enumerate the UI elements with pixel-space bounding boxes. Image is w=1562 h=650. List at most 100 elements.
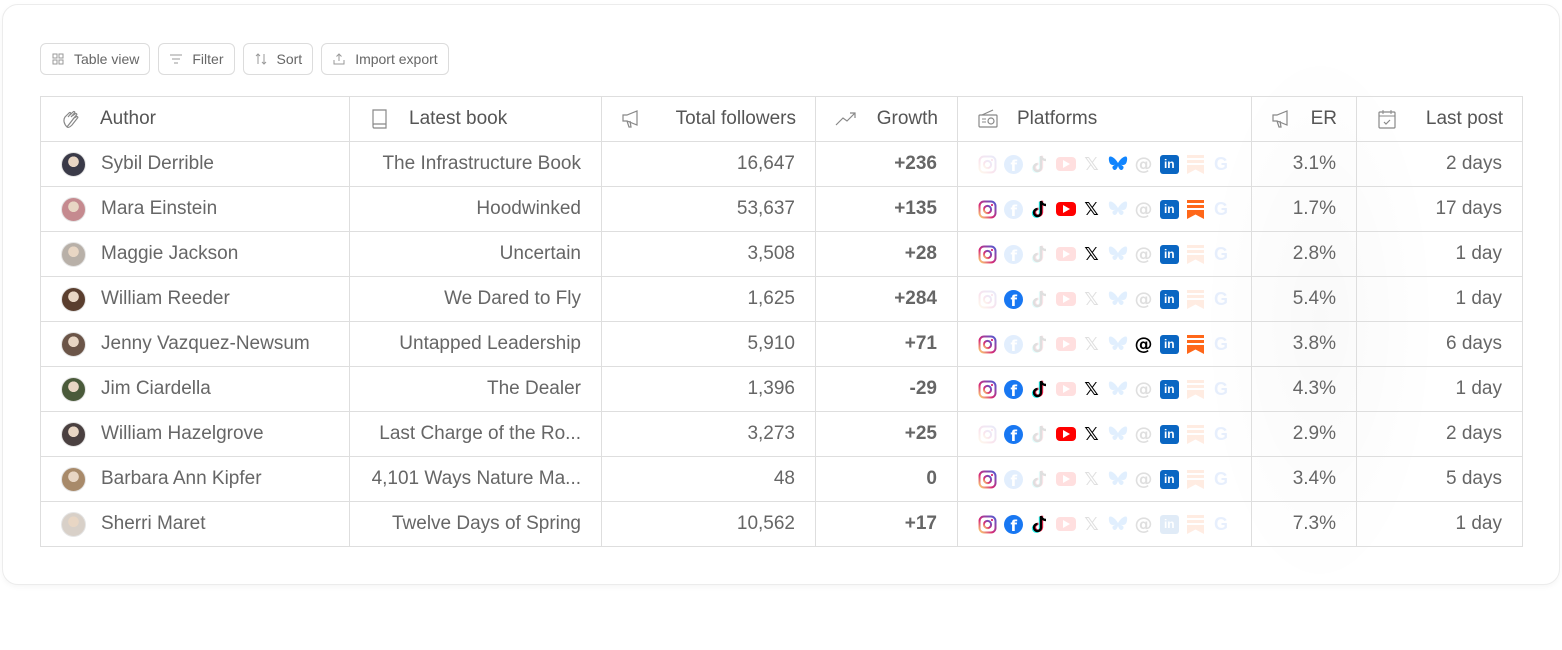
substack-icon[interactable] — [1185, 514, 1205, 534]
linkedin-icon[interactable]: in — [1159, 424, 1179, 444]
column-header-last-post[interactable]: Last post — [1356, 96, 1523, 142]
instagram-icon[interactable] — [978, 244, 998, 264]
substack-icon[interactable] — [1185, 334, 1205, 354]
instagram-icon[interactable] — [978, 289, 998, 309]
youtube-icon[interactable] — [1055, 469, 1076, 489]
column-header-latest-book[interactable]: Latest book — [349, 96, 602, 142]
bluesky-icon[interactable] — [1108, 424, 1128, 444]
x-icon[interactable]: 𝕏 — [1084, 153, 1099, 175]
tiktok-icon[interactable] — [1030, 424, 1050, 444]
x-icon[interactable]: 𝕏 — [1084, 423, 1099, 445]
linkedin-icon[interactable]: in — [1159, 379, 1179, 399]
column-header-growth[interactable]: Growth — [815, 96, 958, 142]
youtube-icon[interactable] — [1055, 334, 1076, 354]
linkedin-icon[interactable]: in — [1159, 154, 1179, 174]
linkedin-icon[interactable]: in — [1159, 514, 1179, 534]
youtube-icon[interactable] — [1055, 154, 1076, 174]
google-icon[interactable]: G — [1214, 513, 1229, 534]
tiktok-icon[interactable] — [1030, 154, 1050, 174]
table-row[interactable]: Jenny Vazquez-Newsum Untapped Leadership… — [40, 321, 1523, 367]
x-icon[interactable]: 𝕏 — [1084, 243, 1099, 265]
sort-button[interactable]: Sort — [242, 43, 314, 75]
facebook-icon[interactable]: f — [1004, 379, 1024, 399]
table-view-button[interactable]: Table view — [40, 43, 151, 75]
column-header-author[interactable]: Author — [40, 96, 350, 142]
x-icon[interactable]: 𝕏 — [1084, 513, 1099, 535]
tiktok-icon[interactable] — [1030, 469, 1050, 489]
threads-icon[interactable]: @ — [1134, 333, 1153, 355]
bluesky-icon[interactable] — [1108, 379, 1128, 399]
table-row[interactable]: Sherri Maret Twelve Days of Spring 10,56… — [40, 501, 1523, 547]
instagram-icon[interactable] — [978, 469, 998, 489]
linkedin-icon[interactable]: in — [1159, 199, 1179, 219]
tiktok-icon[interactable] — [1030, 379, 1050, 399]
youtube-icon[interactable] — [1055, 424, 1076, 444]
youtube-icon[interactable] — [1055, 379, 1076, 399]
google-icon[interactable]: G — [1214, 153, 1229, 174]
table-row[interactable]: William Hazelgrove Last Charge of the Ro… — [40, 411, 1523, 457]
table-row[interactable]: Sybil Derrible The Infrastructure Book 1… — [40, 141, 1523, 187]
google-icon[interactable]: G — [1214, 333, 1229, 354]
import-export-button[interactable]: Import export — [321, 43, 449, 75]
bluesky-icon[interactable] — [1108, 469, 1128, 489]
tiktok-icon[interactable] — [1030, 199, 1050, 219]
instagram-icon[interactable] — [978, 199, 998, 219]
bluesky-icon[interactable] — [1108, 199, 1128, 219]
instagram-icon[interactable] — [978, 334, 998, 354]
substack-icon[interactable] — [1185, 154, 1205, 174]
tiktok-icon[interactable] — [1030, 514, 1050, 534]
x-icon[interactable]: 𝕏 — [1084, 288, 1099, 310]
facebook-icon[interactable]: f — [1004, 424, 1024, 444]
threads-icon[interactable]: @ — [1134, 243, 1153, 265]
bluesky-icon[interactable] — [1108, 244, 1128, 264]
x-icon[interactable]: 𝕏 — [1084, 468, 1099, 490]
youtube-icon[interactable] — [1055, 514, 1076, 534]
linkedin-icon[interactable]: in — [1159, 469, 1179, 489]
facebook-icon[interactable]: f — [1004, 244, 1024, 264]
linkedin-icon[interactable]: in — [1159, 334, 1179, 354]
column-header-platforms[interactable]: Platforms — [957, 96, 1252, 142]
facebook-icon[interactable]: f — [1004, 514, 1024, 534]
google-icon[interactable]: G — [1214, 288, 1229, 309]
threads-icon[interactable]: @ — [1134, 288, 1153, 310]
bluesky-icon[interactable] — [1108, 154, 1128, 174]
threads-icon[interactable]: @ — [1134, 468, 1153, 490]
instagram-icon[interactable] — [978, 379, 998, 399]
substack-icon[interactable] — [1185, 469, 1205, 489]
youtube-icon[interactable] — [1055, 199, 1076, 219]
facebook-icon[interactable]: f — [1004, 199, 1024, 219]
bluesky-icon[interactable] — [1108, 289, 1128, 309]
tiktok-icon[interactable] — [1030, 334, 1050, 354]
google-icon[interactable]: G — [1214, 468, 1229, 489]
x-icon[interactable]: 𝕏 — [1084, 198, 1099, 220]
substack-icon[interactable] — [1185, 379, 1205, 399]
tiktok-icon[interactable] — [1030, 289, 1050, 309]
bluesky-icon[interactable] — [1108, 334, 1128, 354]
google-icon[interactable]: G — [1214, 378, 1229, 399]
facebook-icon[interactable]: f — [1004, 289, 1024, 309]
x-icon[interactable]: 𝕏 — [1084, 333, 1099, 355]
substack-icon[interactable] — [1185, 199, 1205, 219]
threads-icon[interactable]: @ — [1134, 378, 1153, 400]
linkedin-icon[interactable]: in — [1159, 289, 1179, 309]
filter-button[interactable]: Filter — [158, 43, 235, 75]
threads-icon[interactable]: @ — [1134, 153, 1153, 175]
threads-icon[interactable]: @ — [1134, 423, 1153, 445]
google-icon[interactable]: G — [1214, 198, 1229, 219]
bluesky-icon[interactable] — [1108, 514, 1128, 534]
threads-icon[interactable]: @ — [1134, 198, 1153, 220]
column-header-total-followers[interactable]: Total followers — [601, 96, 816, 142]
substack-icon[interactable] — [1185, 289, 1205, 309]
youtube-icon[interactable] — [1055, 289, 1076, 309]
x-icon[interactable]: 𝕏 — [1084, 378, 1099, 400]
table-row[interactable]: Mara Einstein Hoodwinked 53,637 +135 f 𝕏 @… — [40, 186, 1523, 232]
instagram-icon[interactable] — [978, 154, 998, 174]
facebook-icon[interactable]: f — [1004, 469, 1024, 489]
linkedin-icon[interactable]: in — [1159, 244, 1179, 264]
facebook-icon[interactable]: f — [1004, 334, 1024, 354]
table-row[interactable]: Jim Ciardella The Dealer 1,396 -29 f 𝕏 @ in… — [40, 366, 1523, 412]
facebook-icon[interactable]: f — [1004, 154, 1024, 174]
instagram-icon[interactable] — [978, 514, 998, 534]
instagram-icon[interactable] — [978, 424, 998, 444]
table-row[interactable]: William Reeder We Dared to Fly 1,625 +28… — [40, 276, 1523, 322]
